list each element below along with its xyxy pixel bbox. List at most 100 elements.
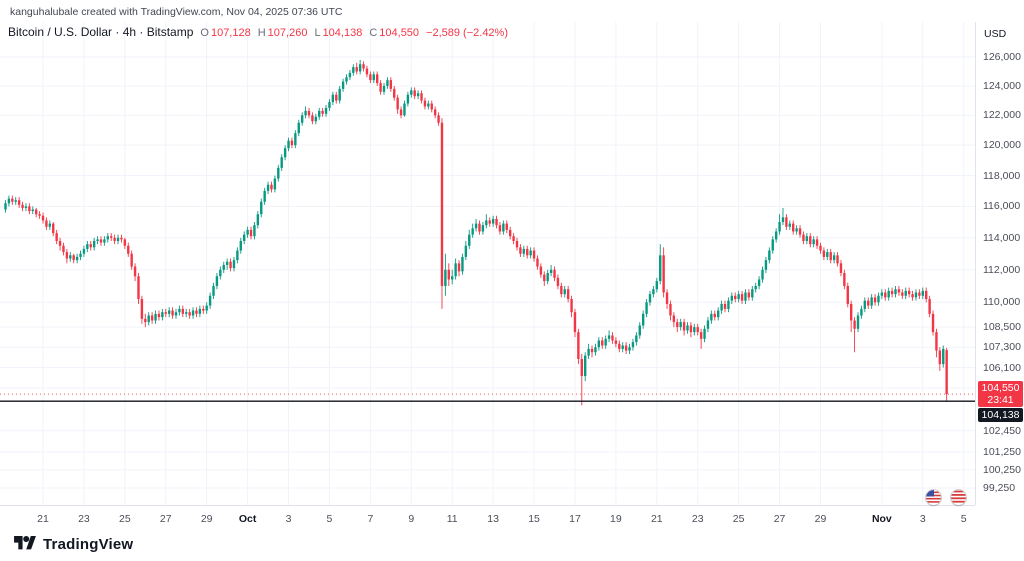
candle-body <box>386 80 389 86</box>
time-tick-label[interactable]: 21 <box>650 513 663 525</box>
candle-body <box>580 359 583 377</box>
candle-body <box>212 285 215 296</box>
time-tick-label[interactable]: 5 <box>960 513 967 525</box>
low-value: 104,138 <box>322 27 363 39</box>
candle-body <box>515 240 519 248</box>
candle-body <box>573 312 577 333</box>
candle-body <box>249 229 253 237</box>
candle-body <box>369 74 372 81</box>
candle-body <box>161 312 164 318</box>
time-tick-label[interactable]: 9 <box>408 513 415 525</box>
candle-body <box>294 133 297 146</box>
time-tick-label[interactable]: 11 <box>446 513 458 525</box>
candle-body <box>751 289 754 298</box>
time-tick-label[interactable]: 15 <box>528 513 540 525</box>
candle-body <box>92 240 96 248</box>
candle-body <box>887 290 890 298</box>
price-tick-label: 110,000 <box>983 296 1021 309</box>
candle-body <box>96 239 99 241</box>
brand-name: TradingView <box>43 536 134 553</box>
time-tick-label[interactable]: Nov <box>871 513 892 525</box>
time-tick-label[interactable]: 3 <box>285 513 292 525</box>
candle-body <box>379 83 382 92</box>
candle-body <box>89 244 92 248</box>
time-tick-label[interactable]: 7 <box>367 513 374 525</box>
candle-body <box>686 325 689 331</box>
candle-body <box>577 332 580 360</box>
price-tick-label: 114,000 <box>983 231 1021 244</box>
candle-body <box>215 276 219 286</box>
candle-body <box>757 279 761 286</box>
tradingview-logo[interactable]: TradingView <box>14 536 133 553</box>
candle-body <box>928 299 931 314</box>
axis-currency-label: USD <box>984 28 1007 40</box>
time-tick-label[interactable]: 29 <box>200 513 213 525</box>
change-value: −2,589 (−2.42%) <box>426 27 508 39</box>
candle-body <box>345 77 348 82</box>
candle-body <box>222 264 225 270</box>
candle-body <box>556 277 560 286</box>
time-tick-label[interactable]: 25 <box>732 513 745 525</box>
time-tick-label[interactable]: 29 <box>814 513 827 525</box>
price-axis[interactable]: USD 104,550 23:41 104,138 126,000 124,000… <box>975 22 1024 505</box>
candle-body <box>273 178 277 190</box>
time-tick-label[interactable]: 3 <box>919 513 926 525</box>
candle-body <box>884 292 887 298</box>
candle-body <box>611 335 614 341</box>
close-label: C <box>369 27 378 39</box>
candle-body <box>485 220 488 226</box>
candle-body <box>856 315 860 329</box>
candle-body <box>730 295 734 301</box>
candle-body <box>38 214 41 216</box>
candle-body <box>185 312 188 314</box>
candle-body <box>543 274 546 282</box>
candle-body <box>99 239 103 243</box>
candle-body <box>171 310 174 316</box>
candle-body <box>41 215 45 221</box>
candle-body <box>761 269 764 280</box>
us-flag-icon <box>926 490 941 505</box>
stripes-flag-icon <box>951 490 966 505</box>
open-value: 107,128 <box>210 27 251 39</box>
candle-body <box>805 236 809 241</box>
time-tick-label[interactable]: 25 <box>119 513 131 525</box>
candle-body <box>164 312 167 314</box>
candle-body <box>150 315 154 321</box>
candle-body <box>624 345 628 351</box>
chart-svg[interactable] <box>0 22 975 505</box>
candle-body <box>740 294 744 301</box>
symbol-title[interactable]: Bitcoin / U.S. Dollar · 4h · Bitstamp <box>8 25 194 39</box>
time-tick-label[interactable]: 23 <box>78 513 90 525</box>
candle-body <box>266 184 270 191</box>
time-tick-label[interactable]: 21 <box>37 513 49 525</box>
candle-body <box>849 303 853 321</box>
candle-body <box>133 266 137 277</box>
time-tick-label[interactable]: 23 <box>691 513 704 525</box>
time-tick-label[interactable]: 13 <box>487 513 499 525</box>
candle-body <box>502 223 505 232</box>
candle-body <box>468 234 471 246</box>
economic-event-icon-1[interactable] <box>926 490 941 505</box>
time-tick-label[interactable]: 5 <box>326 513 333 525</box>
candle-body <box>938 350 942 365</box>
candle-body <box>901 292 904 296</box>
time-tick-label[interactable]: 27 <box>159 513 172 525</box>
time-axis[interactable]: 21 23 25 27 29 Oct 3 5 7 9 11 13 15 17 19 21 23 25 27 29 Nov… <box>0 505 975 534</box>
candle-body <box>812 239 815 245</box>
candle-body <box>631 342 635 348</box>
candle-body <box>454 263 457 277</box>
candle-body <box>328 102 331 108</box>
time-tick-label[interactable]: 27 <box>773 513 786 525</box>
candle-body <box>396 97 399 110</box>
time-tick-label[interactable]: Oct <box>238 513 257 525</box>
time-tick-label[interactable]: 17 <box>569 513 581 525</box>
candle-body <box>167 310 171 314</box>
candle-body <box>219 269 222 277</box>
price-tick-label: 108,500 <box>983 321 1021 334</box>
price-tick-label: 122,000 <box>983 109 1021 122</box>
candle-body <box>198 308 202 314</box>
candlestick-plot[interactable]: Bitcoin / U.S. Dollar · 4h · Bitstamp O 10… <box>0 22 975 505</box>
time-tick-label[interactable]: 19 <box>610 513 622 525</box>
economic-event-icon-2[interactable] <box>951 490 966 505</box>
